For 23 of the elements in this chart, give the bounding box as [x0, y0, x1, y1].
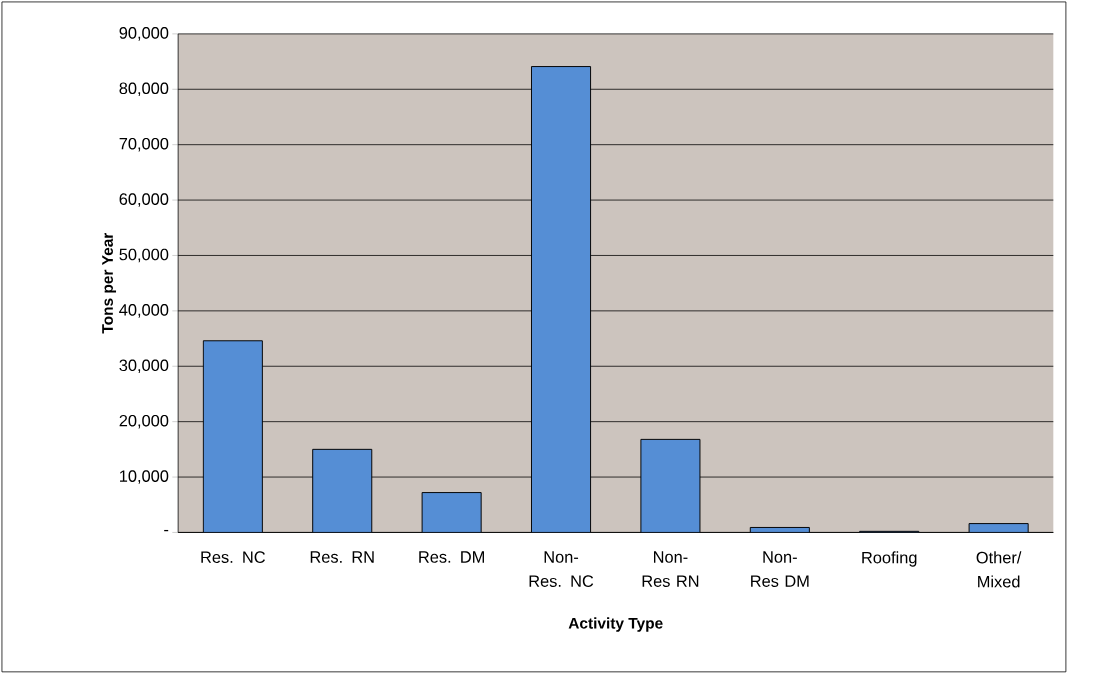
- x-tick-label: Non-Res RN: [642, 551, 699, 587]
- y-tick-label: 30,000: [119, 359, 169, 374]
- bar: [968, 523, 1029, 533]
- x-tick-label: Roofing: [862, 551, 917, 567]
- y-tick-label: 10,000: [120, 470, 169, 484]
- y-tick-label: 50,000: [119, 248, 169, 263]
- x-tick-label: Other/ Mixed: [976, 551, 1022, 588]
- y-tick-label: 70,000: [119, 137, 169, 152]
- x-tick-label: Non-Res DM: [751, 551, 809, 587]
- y-tick-label: 90,000: [119, 27, 169, 41]
- x-tick-label: Res. NC: [201, 551, 265, 564]
- y-axis-title: Tons per Year: [102, 233, 117, 334]
- y-tick-label: -: [164, 530, 169, 532]
- x-tick-label: Res. RN: [310, 551, 374, 563]
- y-tick-label: 80,000: [119, 82, 169, 97]
- y-tick-label: 20,000: [119, 414, 169, 429]
- x-tick-label: Res. DM: [419, 551, 484, 563]
- x-tick-label: Non-Res. NC: [529, 551, 594, 587]
- x-axis-title: Activity Type: [568, 617, 663, 632]
- y-tick-label: 60,000: [119, 193, 169, 207]
- bar: [421, 492, 482, 533]
- y-tick-label: 40,000: [119, 304, 169, 318]
- bar: [749, 527, 810, 533]
